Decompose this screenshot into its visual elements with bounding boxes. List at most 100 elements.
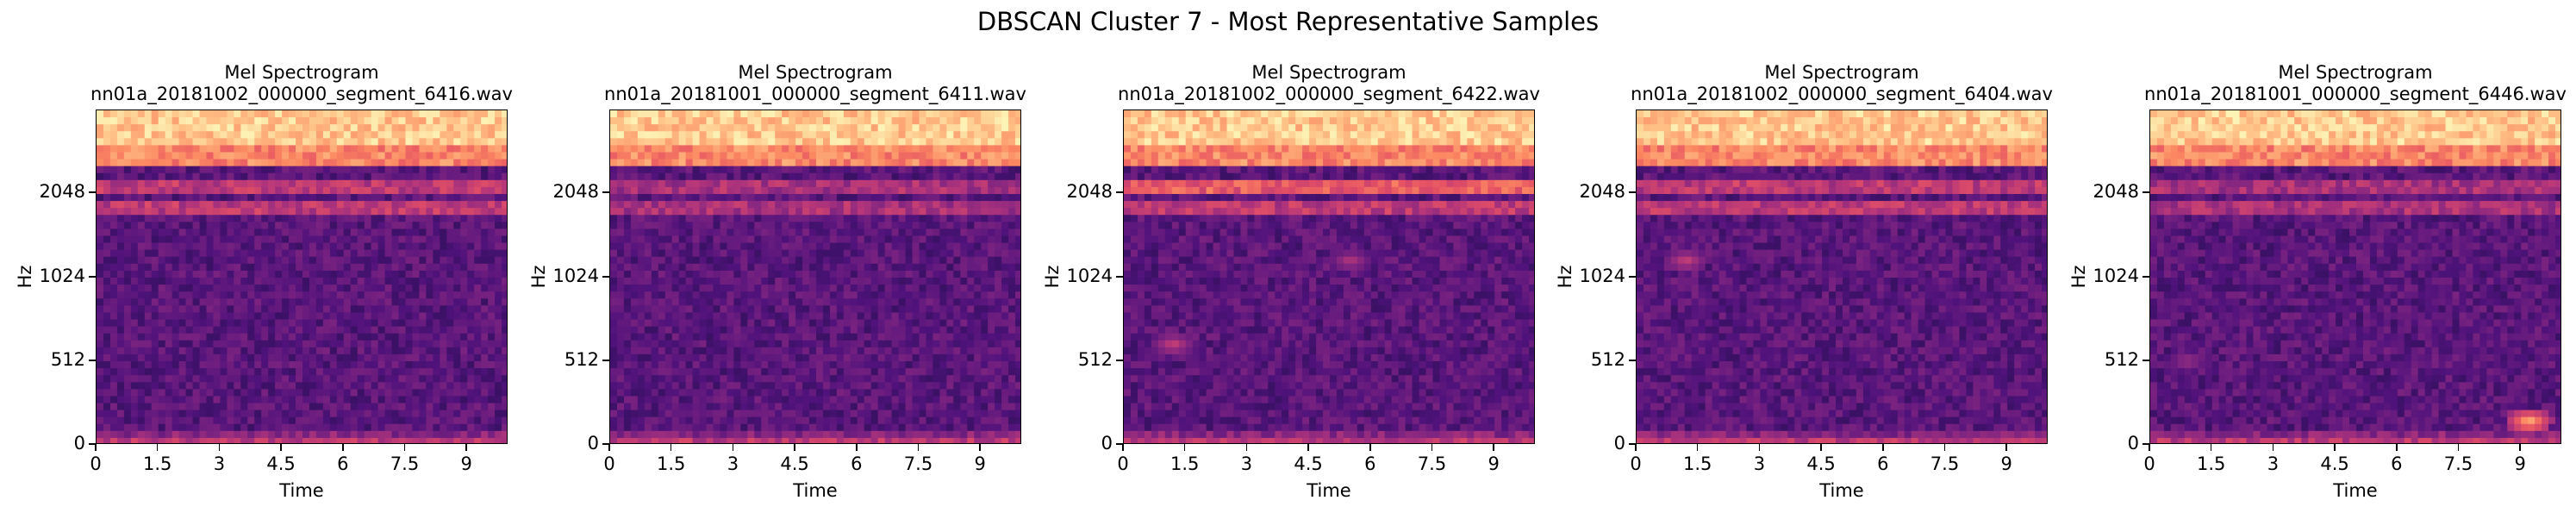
heatmap-cell: [644, 159, 652, 167]
heatmap-cell: [315, 382, 324, 390]
heatmap-cell: [103, 291, 111, 299]
heatmap-cell: [315, 110, 324, 118]
heatmap-cell: [296, 403, 303, 411]
heatmap-cell: [391, 270, 400, 278]
heatmap-cell: [664, 166, 673, 174]
heatmap-cell: [178, 410, 187, 418]
heatmap-cell: [440, 333, 447, 341]
heatmap-cell: [616, 285, 625, 292]
heatmap-cell: [816, 194, 824, 202]
heatmap-cell: [377, 278, 386, 285]
heatmap-cell: [336, 124, 345, 132]
heatmap-cell: [829, 291, 838, 299]
heatmap-cell: [116, 347, 125, 355]
heatmap-cell: [419, 298, 427, 306]
heatmap-cell: [699, 222, 708, 230]
heatmap-cell: [109, 368, 118, 376]
heatmap-cell: [857, 138, 865, 147]
heatmap-cell: [829, 124, 838, 132]
heatmap-cell: [158, 270, 166, 278]
heatmap-cell: [733, 256, 741, 265]
heatmap-cell: [303, 242, 310, 251]
heatmap-cell: [440, 159, 447, 167]
heatmap-cell: [623, 291, 632, 299]
heatmap-cell: [616, 278, 625, 285]
heatmap-cell: [364, 340, 372, 348]
heatmap-cell: [939, 222, 947, 230]
heatmap-cell: [761, 326, 769, 335]
heatmap-cell: [103, 375, 111, 383]
heatmap-cell: [240, 416, 248, 425]
heatmap-cell: [1001, 222, 1009, 230]
heatmap-cell: [967, 298, 975, 306]
heatmap-cell: [199, 194, 208, 202]
heatmap-cell: [1015, 278, 1020, 285]
heatmap-cell: [296, 312, 303, 321]
heatmap-cell: [981, 166, 989, 174]
heatmap-cell: [309, 124, 317, 132]
heatmap-cell: [405, 396, 414, 404]
heatmap-cell: [151, 319, 159, 328]
x-tick-mark: [403, 444, 406, 451]
heatmap-cell: [384, 186, 393, 195]
heatmap-cell: [296, 110, 303, 118]
heatmap-cell: [782, 166, 789, 174]
heatmap-cell: [220, 326, 228, 335]
heatmap-cell: [789, 138, 796, 147]
heatmap-cell: [137, 347, 146, 355]
heatmap-cell: [1001, 249, 1009, 258]
heatmap-cell: [446, 201, 454, 209]
heatmap-cell: [706, 117, 714, 125]
heatmap-cell: [109, 208, 118, 216]
heatmap-cell: [97, 131, 104, 139]
heatmap-cell: [775, 312, 783, 321]
heatmap-cell: [391, 333, 400, 341]
heatmap-cell: [664, 194, 673, 202]
heatmap-cell: [671, 117, 680, 125]
heatmap-cell: [664, 319, 673, 328]
heatmap-cell: [864, 270, 872, 278]
heatmap-cell: [109, 110, 118, 118]
heatmap-cell: [206, 291, 215, 299]
heatmap-cell: [932, 131, 940, 139]
heatmap-cell: [747, 152, 755, 160]
heatmap-cell: [974, 194, 982, 202]
heatmap-cell: [658, 208, 666, 216]
heatmap-cell: [377, 375, 386, 383]
heatmap-cell: [843, 222, 851, 230]
heatmap-cell: [664, 263, 673, 272]
heatmap-cell: [398, 235, 407, 244]
heatmap-cell: [199, 340, 208, 348]
heatmap-cell: [350, 416, 359, 425]
heatmap-cell: [109, 340, 118, 348]
heatmap-cell: [829, 222, 838, 230]
heatmap-cell: [172, 201, 180, 209]
heatmap-cell: [165, 215, 173, 222]
heatmap-cell: [158, 256, 166, 265]
heatmap-cell: [502, 201, 507, 209]
heatmap-cell: [623, 145, 632, 153]
heatmap-cell: [440, 326, 447, 335]
heatmap-cell: [891, 256, 900, 265]
heatmap-cell: [220, 361, 228, 369]
heatmap-cell: [1008, 319, 1016, 328]
heatmap-cell: [371, 166, 379, 174]
heatmap-cell: [227, 326, 234, 335]
heatmap-cell: [974, 215, 982, 222]
heatmap-cell: [692, 124, 701, 132]
heatmap-cell: [699, 305, 708, 314]
heatmap-cell: [795, 145, 803, 153]
heatmap-cell: [453, 353, 461, 362]
heatmap-cell: [488, 403, 496, 411]
heatmap-cell: [1015, 110, 1020, 118]
heatmap-cell: [199, 278, 208, 285]
heatmap-cell: [199, 117, 208, 125]
heatmap-cell: [870, 201, 879, 209]
heatmap-cell: [247, 172, 255, 181]
heatmap-cell: [192, 291, 201, 299]
heatmap-cell: [137, 298, 146, 306]
heatmap-cell: [754, 166, 762, 174]
heatmap-cell: [296, 285, 303, 292]
heatmap-cell: [816, 208, 824, 216]
heatmap-cell: [103, 319, 111, 328]
